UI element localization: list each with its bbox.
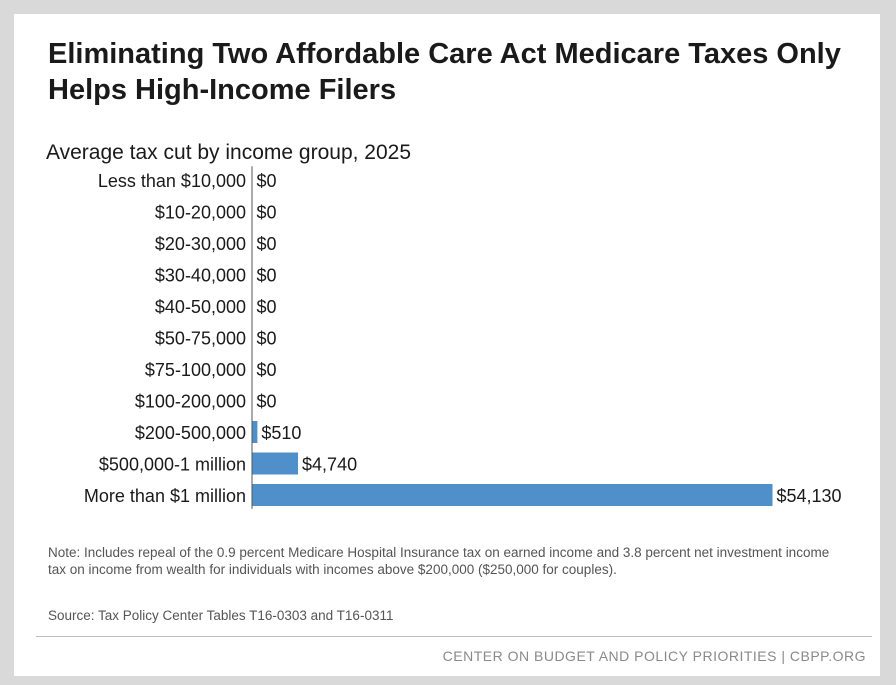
value-label: $0: [257, 203, 277, 223]
value-label: $0: [257, 171, 277, 191]
footer-credit: CENTER ON BUDGET AND POLICY PRIORITIES |…: [442, 648, 866, 664]
category-label: Less than $10,000: [98, 171, 246, 191]
category-label: $75-100,000: [145, 360, 246, 380]
chart-note: Note: Includes repeal of the 0.9 percent…: [48, 545, 830, 577]
value-label: $4,740: [302, 455, 357, 475]
category-label: $100-200,000: [135, 392, 246, 412]
category-label: $30-40,000: [155, 266, 246, 286]
chart-title: Eliminating Two Affordable Care Act Medi…: [48, 38, 841, 106]
value-label: $0: [257, 266, 277, 286]
bar-8: [252, 421, 258, 443]
category-label: $500,000-1 million: [99, 455, 246, 475]
category-label: $200-500,000: [135, 423, 246, 443]
category-label: $40-50,000: [155, 297, 246, 317]
bar-chart: Less than $10,000 $0 $10-20,000 $0 $20-30,00…: [84, 166, 842, 509]
category-label: $10-20,000: [155, 203, 246, 223]
footer-divider: [36, 636, 872, 637]
category-label: $20-30,000: [155, 234, 246, 254]
value-label: $0: [257, 234, 277, 254]
bar-10: [252, 484, 773, 506]
category-label: More than $1 million: [84, 486, 246, 506]
chart-source: Source: Tax Policy Center Tables T16-030…: [48, 608, 394, 623]
value-label: $0: [257, 360, 277, 380]
value-label: $0: [257, 392, 277, 412]
value-label: $0: [257, 297, 277, 317]
value-label: $510: [261, 423, 301, 443]
value-label: $0: [257, 329, 277, 349]
chart-subtitle: Average tax cut by income group, 2025: [46, 141, 412, 164]
value-label: $54,130: [777, 486, 842, 506]
category-label: $50-75,000: [155, 329, 246, 349]
bar-9: [252, 452, 299, 475]
chart-card: Eliminating Two Affordable Care Act Medi…: [14, 14, 880, 676]
